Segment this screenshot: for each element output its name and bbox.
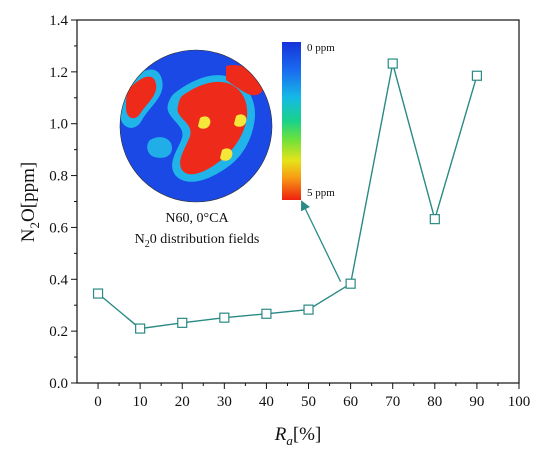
x-tick-label: 40 [259, 394, 274, 410]
x-axis-title-sub: a [286, 433, 293, 448]
colorbar-bottom-label: 5 ppm [307, 187, 335, 199]
inset-caption-line2-post: 0 distribution fields [150, 232, 260, 247]
tick-labels: 0 10 20 30 40 50 60 70 80 90 100 0.0 0.2 0.4 0.6 0.8 1.0… [49, 13, 530, 410]
data-point [429, 214, 440, 225]
x-tick-label: 70 [385, 394, 400, 410]
y-tick-label: 1.0 [49, 117, 68, 133]
data-point [345, 278, 356, 289]
y-tick-label: 0.8 [49, 169, 68, 185]
x-tick-label: 10 [133, 394, 148, 410]
x-axis-title: Ra[%] [274, 424, 322, 448]
y-tick-label: 1.2 [49, 65, 68, 81]
y-tick-label: 0.0 [49, 376, 68, 392]
data-point [177, 317, 188, 328]
axis-ticks [71, 19, 520, 389]
colorbar-top-label: 0 ppm [307, 42, 335, 54]
x-tick-label: 0 [94, 394, 102, 410]
x-tick-label: 100 [508, 394, 531, 410]
x-tick-label: 20 [175, 394, 190, 410]
y-tick-label: 0.4 [49, 272, 68, 288]
x-tick-label: 50 [301, 394, 316, 410]
inset-caption-line2-sub: 2 [145, 239, 150, 250]
data-point [92, 288, 104, 299]
x-tick-label: 60 [343, 394, 358, 410]
series-layer [92, 58, 483, 334]
series-line [97, 63, 478, 330]
data-point [261, 308, 272, 319]
inset-colorbar [282, 42, 301, 200]
x-tick-label: 90 [469, 394, 484, 410]
x-axis-title-main: R [274, 424, 287, 445]
y-axis-title-pre: N [18, 228, 39, 242]
y-axis-title-sub: 2 [27, 222, 42, 229]
y-tick-label: 1.4 [49, 13, 68, 29]
inset-caption-line1: N60, 0°CA [165, 211, 229, 226]
y-tick-label: 0.2 [49, 324, 68, 340]
y-tick-label: 0.6 [49, 220, 68, 236]
inset-distribution-disc [119, 49, 273, 203]
data-point [387, 58, 398, 69]
inset-caption-line2-pre: N [135, 232, 145, 247]
y-axis-title-post: O[ppm] [18, 162, 39, 222]
data-point [471, 70, 483, 81]
data-point [135, 323, 146, 334]
data-point [303, 304, 314, 315]
inset-caption-line2: N20 distribution fields [135, 232, 260, 250]
x-tick-label: 80 [427, 394, 442, 410]
annotation-arrow [300, 200, 342, 282]
data-point [219, 312, 230, 323]
x-tick-label: 30 [217, 394, 232, 410]
x-axis-title-unit: [%] [293, 424, 321, 445]
y-axis-title: N2O[ppm] [18, 162, 42, 242]
